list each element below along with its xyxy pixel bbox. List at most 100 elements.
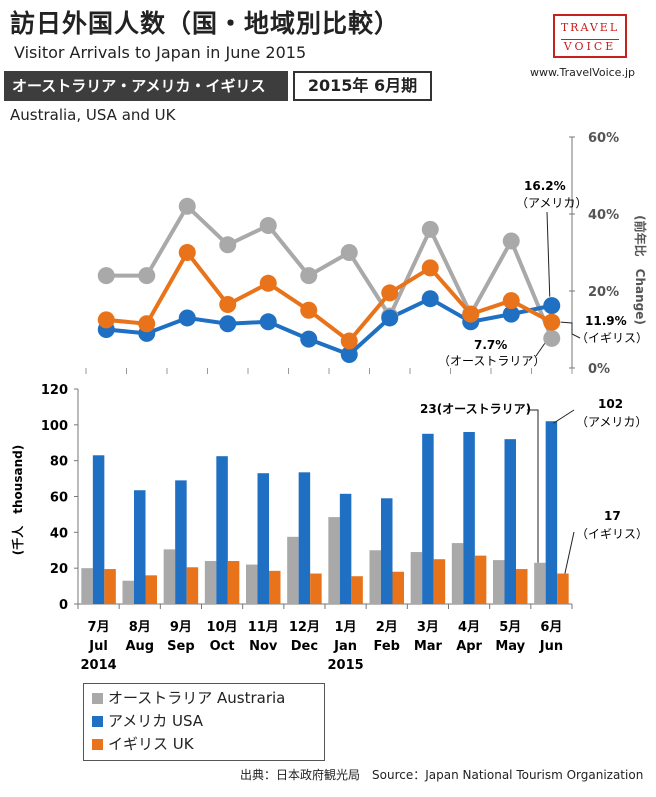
countries-english: Australia, USA and UK [10, 106, 176, 124]
line-point-australia [300, 267, 318, 285]
line-point-uk [219, 295, 237, 313]
annotation-au-change-name: （オーストラリア） [438, 354, 545, 368]
bar-x-tick-label-en: Aug [125, 639, 154, 654]
bar-usa [504, 439, 516, 604]
country-banner: オーストラリア・アメリカ・イギリス [4, 71, 288, 101]
line-point-usa [259, 313, 277, 331]
annotation-usa-leader [546, 211, 551, 297]
annotation-uk-count: 17 [604, 509, 621, 523]
bar-x-tick-label-en: Feb [374, 639, 400, 654]
line-point-australia [259, 217, 277, 235]
bar-x-tick-label: 10月 [207, 620, 238, 635]
bar-x-tick-label-en: Mar [414, 639, 443, 654]
bar-uk [392, 571, 404, 604]
legend-swatch-australia [92, 693, 103, 704]
year-label-2014: 2014 [80, 658, 116, 673]
bar-x-tick-label: 4月 [458, 620, 480, 635]
bar-uk [104, 569, 116, 604]
visitor-bar-chart: 0 20 40 60 80 100 120 (千人 thousand) 7月 Jul 8月 Aug 9月… [10, 368, 648, 673]
bar-australia [534, 562, 546, 604]
legend-item-australia: オーストラリア Austraria [92, 687, 285, 709]
annotation-usa-count-name: （アメリカ） [576, 415, 647, 429]
line-point-australia [138, 267, 156, 285]
bar-x-tick-label: 9月 [170, 620, 192, 635]
bar-y-tick-label: 20 [50, 562, 68, 577]
bar-y-tick-label: 0 [59, 598, 68, 613]
line-point-australia [97, 267, 115, 285]
annotation-uk-count-leader [564, 531, 575, 574]
bar-x-tick-label: 1月 [335, 620, 357, 635]
bar-x-tick-label: 3月 [417, 620, 439, 635]
line-point-uk [421, 259, 439, 277]
bar-uk [433, 559, 446, 604]
bar-x-tick-label-en: Oct [210, 639, 235, 654]
line-point-australia [421, 220, 439, 238]
bar-x-tick-label-en: May [495, 639, 525, 654]
bar-uk [186, 567, 199, 604]
bar-uk [351, 576, 363, 604]
site-url: www.TravelVoice.jp [530, 66, 635, 79]
annotation-uk-change-name: （イギリス） [576, 331, 648, 345]
bar-x-tick-label: 2月 [376, 620, 398, 635]
bar-y-tick-label: 60 [50, 491, 68, 506]
bar-uk [557, 573, 569, 604]
bar-australia [493, 560, 505, 604]
bar-x-tick-label: 8月 [129, 620, 151, 635]
bar-y-tick-label: 120 [41, 383, 68, 398]
bar-x-tick-label-en: Dec [291, 639, 318, 654]
source-note: 出典：日本政府観光局 Source：Japan National Tourism… [240, 768, 644, 782]
line-y-axis-title: (前年比 Change) [633, 215, 648, 325]
year-label-2015: 2015 [327, 658, 363, 673]
bar-australia [163, 549, 176, 604]
legend-swatch-usa [92, 716, 103, 727]
bar-australia [246, 564, 258, 604]
annotation-uk-leader [560, 321, 581, 339]
bar-uk [310, 573, 322, 604]
line-point-usa [543, 297, 561, 315]
bar-x-tick-label: 11月 [248, 620, 279, 635]
line-point-uk [259, 274, 277, 292]
legend-label-uk: イギリス UK [108, 735, 194, 753]
bar-australia [369, 550, 381, 604]
annotation-usa-change: 16.2% [524, 179, 566, 193]
line-point-australia [178, 197, 196, 215]
legend-item-uk: イギリス UK [92, 733, 194, 755]
travelvoice-logo: TRAVEL VOICE [553, 14, 627, 58]
bar-uk [269, 570, 281, 604]
line-point-australia [340, 244, 358, 261]
bar-australia [287, 536, 299, 604]
annotation-au-count-leader [527, 409, 539, 563]
line-point-uk [543, 313, 561, 331]
bar-x-tick-label: 12月 [289, 620, 320, 635]
line-point-usa [502, 305, 520, 323]
line-point-uk [97, 311, 115, 329]
bar-x-tick-label-en: Sep [167, 639, 195, 654]
logo-bottom-text: VOICE [563, 40, 617, 53]
bar-australia [328, 517, 340, 604]
bar-x-tick-label-en: Jun [539, 639, 563, 654]
bar-usa [216, 456, 228, 604]
line-y-tick-label: 0% [588, 362, 610, 377]
bar-usa [545, 421, 558, 604]
line-y-tick-label: 60% [588, 131, 619, 146]
annotation-au-count: 23(オーストラリア) [420, 402, 531, 416]
bar-y-tick-label: 40 [50, 526, 68, 541]
bar-y-tick-label: 80 [50, 455, 68, 470]
bar-usa [175, 480, 187, 604]
bar-usa [298, 472, 311, 604]
line-point-usa [178, 309, 196, 327]
period-label: 2015年 6月期 [293, 71, 432, 101]
bar-uk [145, 575, 157, 604]
annotation-au-leader [535, 343, 546, 357]
line-point-uk [340, 332, 358, 350]
line-point-uk [502, 292, 520, 310]
bar-y-tick-label: 100 [41, 419, 68, 434]
bar-usa [92, 455, 105, 604]
page-title: 訪日外国人数（国・地域別比較） [10, 9, 401, 38]
annotation-uk-change: 11.9% [585, 314, 627, 328]
annotation-usa-count: 102 [598, 397, 623, 411]
line-point-usa [340, 346, 358, 364]
yoy-line-chart: 0% 20% 40% 60% (前年比 Change) 16.2% （アメリカ） 11.9% （… [97, 131, 648, 377]
logo-top-text: TRAVEL [560, 21, 620, 34]
